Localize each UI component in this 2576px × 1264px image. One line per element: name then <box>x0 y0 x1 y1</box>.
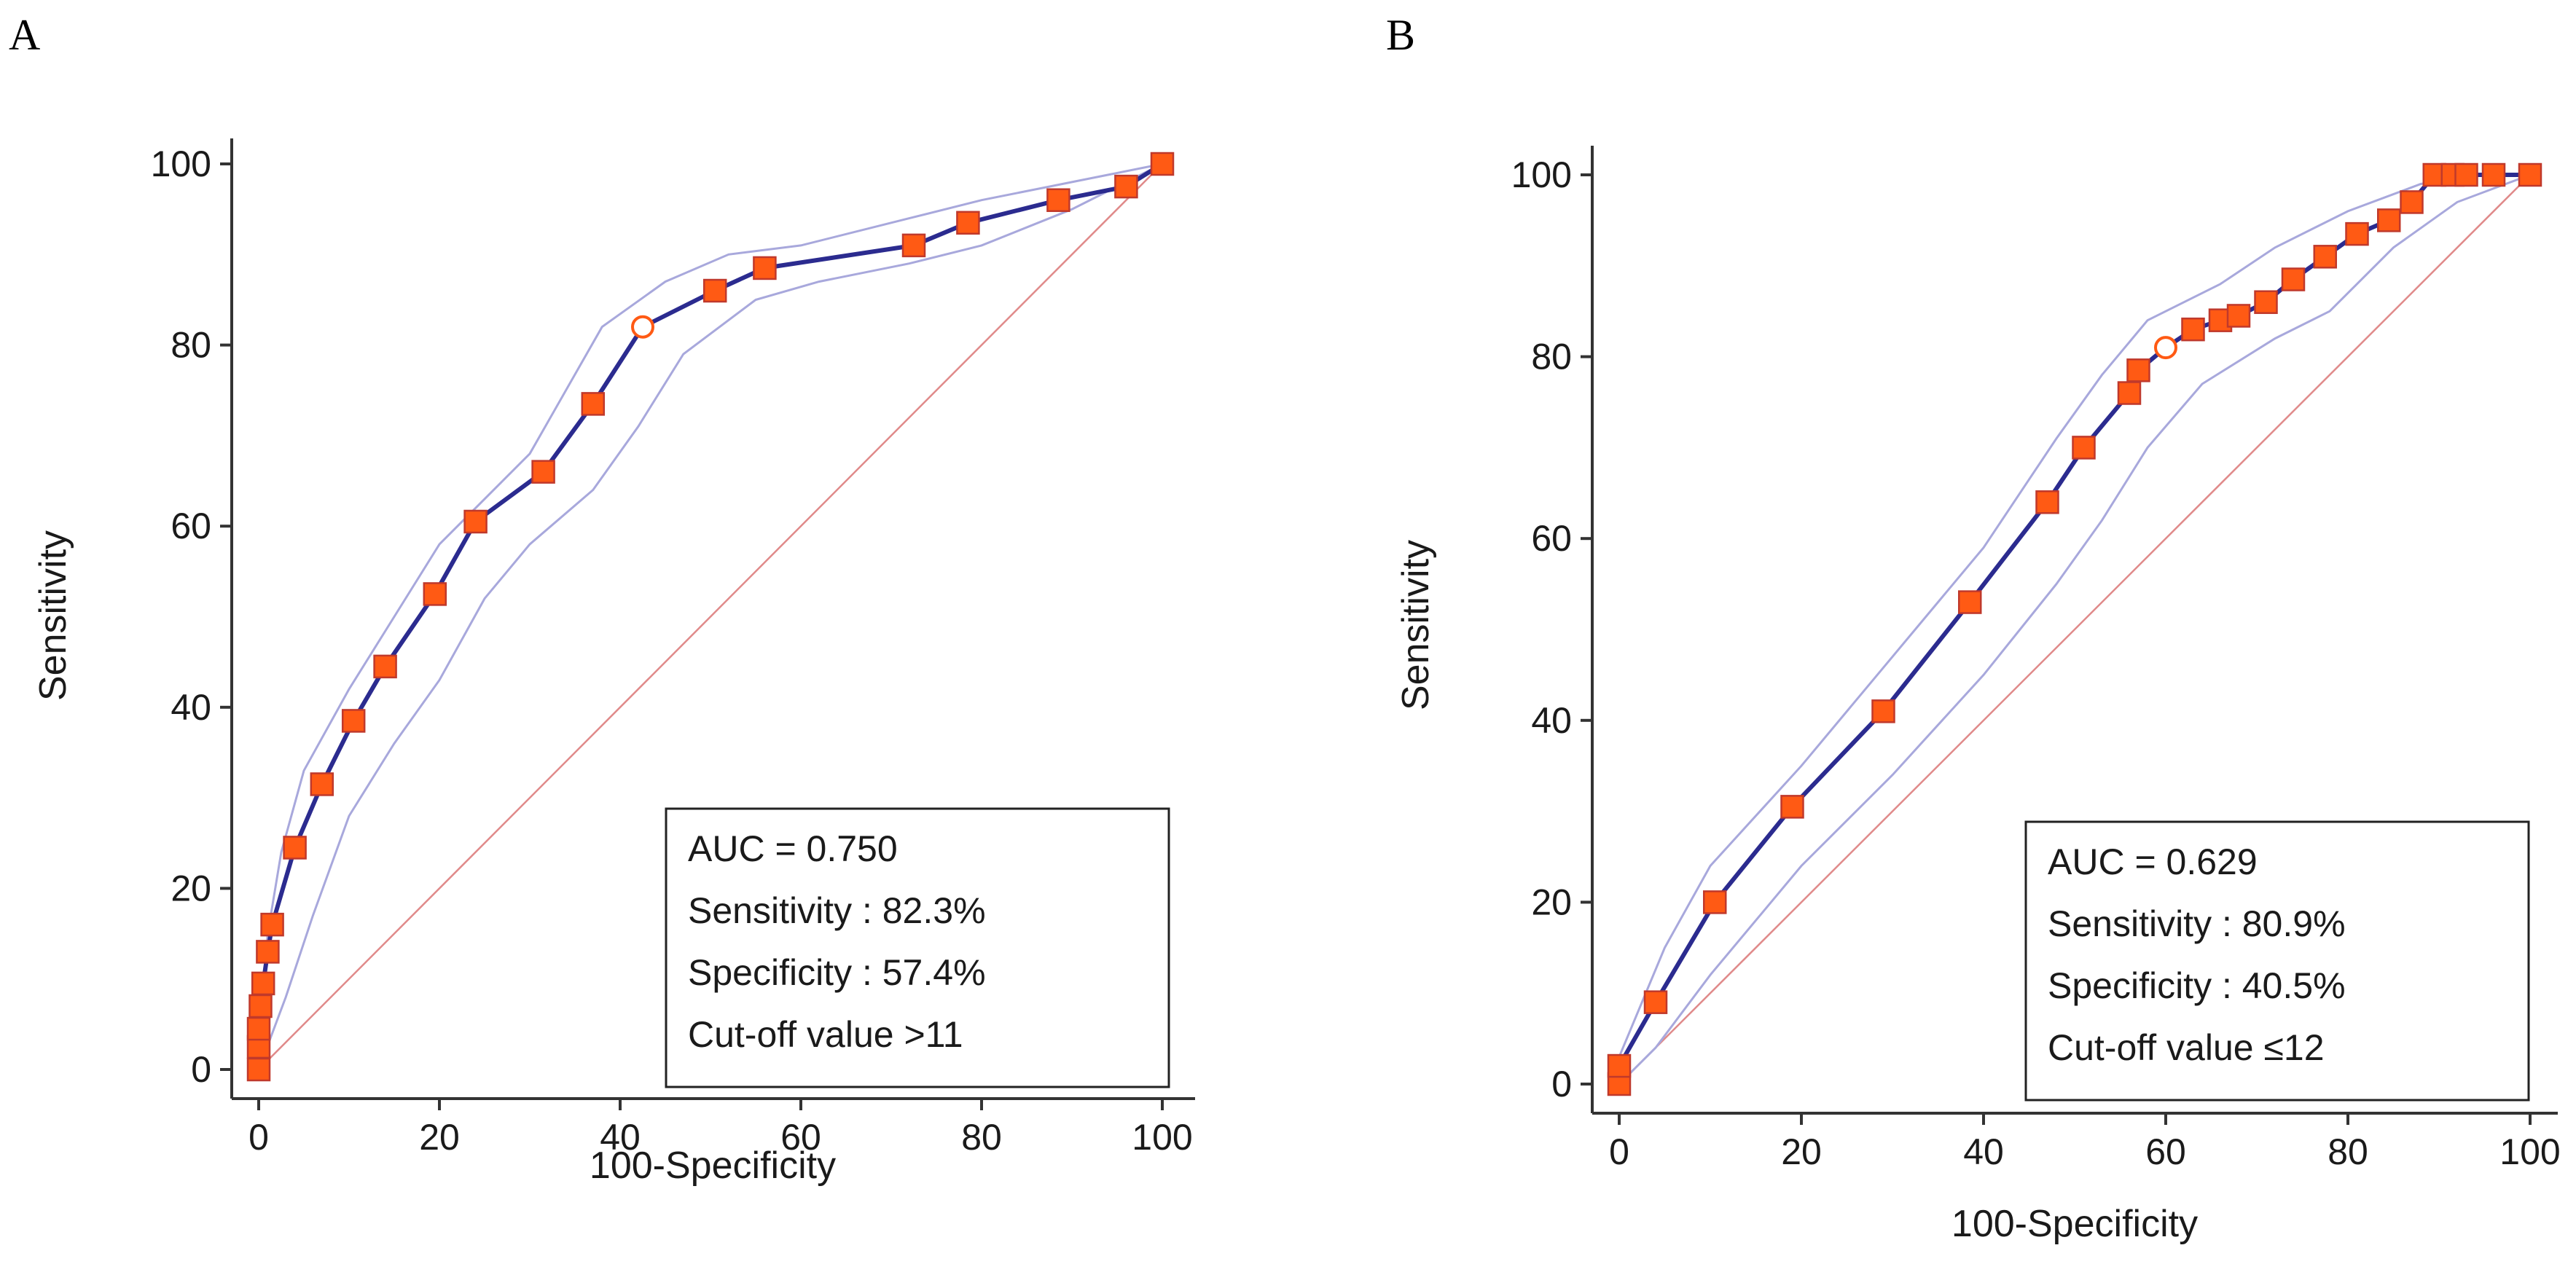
panel-b-roc-point <box>2481 162 2506 187</box>
panel-a-stats-box-frame <box>665 807 1170 1088</box>
panel-b-roc-point <box>1643 990 1668 1014</box>
panel-b-roc-point <box>2345 221 2369 246</box>
panel-a-roc-point <box>463 509 488 534</box>
panel-a-specificity-text: Specificity : 57.4% <box>688 952 986 993</box>
panel-a-x-tick-label: 80 <box>961 1117 1002 1158</box>
panel-b-y-tick-label: 100 <box>1511 154 1572 195</box>
panel-b-stats-box: AUC = 0.629 Sensitivity : 80.9% Specific… <box>2024 820 2530 1102</box>
panel-b-roc-point <box>2072 436 2096 460</box>
panel-b-roc-point <box>1607 1053 1632 1078</box>
panel-a-y-tick-label: 100 <box>151 144 211 184</box>
panel-b-optimal-point <box>2154 336 2177 360</box>
panel-a-cutoff-text: Cut-off value >11 <box>688 1014 963 1055</box>
panel-b-sensitivity-text: Sensitivity : 80.9% <box>2048 903 2346 944</box>
panel-b-roc-point <box>2226 304 2251 328</box>
panel-b: B 0 20 40 60 80 100 0 20 40 60 80 100 100-Specifici… <box>1386 11 2561 1245</box>
panel-a-roc-point <box>283 836 307 860</box>
panel-b-y-tick-label: 0 <box>1551 1064 1572 1104</box>
panel-a-y-tick-label: 20 <box>171 868 211 908</box>
panel-a-ticks: 0 20 40 60 80 100 0 20 40 60 80 100 <box>151 144 1193 1158</box>
panel-a-roc-point <box>901 233 926 258</box>
panel-b-roc-point <box>2400 190 2424 214</box>
panel-letter-a: A <box>9 11 40 59</box>
panel-a-y-tick-label: 80 <box>171 325 211 366</box>
panel-b-cutoff-text: Cut-off value ≤12 <box>2048 1027 2325 1068</box>
panel-b-y-tick-label: 20 <box>1531 882 1572 922</box>
panel-a-roc-point <box>260 912 284 937</box>
panel-b-roc-point <box>2126 358 2150 382</box>
panel-b-y-tick-label: 60 <box>1531 518 1572 559</box>
panel-b-roc-point <box>2181 317 2205 342</box>
panel-b-roc-point <box>2281 267 2306 291</box>
panel-letter-b: B <box>1386 11 1415 59</box>
panel-b-ci-upper-line <box>1618 173 2530 1058</box>
panel-a-roc-point <box>246 1057 271 1082</box>
panel-a-roc-point <box>581 392 606 416</box>
panel-a-sensitivity-text: Sensitivity : 82.3% <box>688 890 986 931</box>
panel-a-plot-area <box>246 152 1175 1082</box>
panel-a-roc-point <box>702 278 727 303</box>
panel-b-roc-point <box>1703 890 1727 914</box>
panel-b-roc-point <box>2254 290 2278 314</box>
panel-a-y-tick-label: 40 <box>171 687 211 728</box>
panel-a-roc-point <box>423 582 447 606</box>
panel-a-roc-point <box>531 460 555 484</box>
panel-a-y-axis-title: Sensitivity <box>32 530 74 701</box>
panel-a-roc-point <box>373 654 397 679</box>
panel-b-roc-point <box>1871 699 1895 723</box>
panel-a-roc-point <box>251 971 275 996</box>
panel-b-roc-point <box>2454 162 2478 187</box>
panel-b-x-tick-label: 0 <box>1609 1131 1629 1172</box>
panel-b-roc-point <box>2117 381 2142 405</box>
panel-b-x-tick-label: 60 <box>2145 1131 2186 1172</box>
panel-a-x-tick-label: 20 <box>419 1117 460 1158</box>
panel-a-roc-point <box>956 211 980 235</box>
panel-b-auc-text: AUC = 0.629 <box>2048 841 2258 882</box>
panel-b-ticks: 0 20 40 60 80 100 0 20 40 60 80 100 <box>1511 154 2561 1172</box>
panel-b-roc-point <box>2035 490 2059 514</box>
panel-a-y-tick-label: 0 <box>191 1049 211 1090</box>
panel-a-roc-point <box>1150 152 1175 176</box>
panel-a-roc-point <box>256 940 280 964</box>
panel-b-roc-point <box>2313 245 2337 269</box>
panel-a-roc-point <box>341 709 366 733</box>
panel-a-roc-point <box>1114 174 1138 199</box>
panel-a-stats-box: AUC = 0.750 Sensitivity : 82.3% Specific… <box>665 807 1170 1088</box>
panel-b-x-tick-label: 100 <box>2499 1131 2560 1172</box>
panel-a-y-tick-label: 60 <box>171 506 211 546</box>
panel-b-x-tick-label: 40 <box>1963 1131 2004 1172</box>
panel-a-x-tick-label: 40 <box>600 1117 641 1158</box>
panel-b-x-tick-label: 20 <box>1781 1131 1822 1172</box>
panel-b-roc-point <box>1780 795 1804 819</box>
panel-b-x-tick-label: 80 <box>2328 1131 2368 1172</box>
panel-b-y-axis-title: Sensitivity <box>1395 540 1437 710</box>
panel-b-y-tick-label: 80 <box>1531 337 1572 377</box>
panel-a-optimal-point <box>631 315 654 339</box>
panel-b-reference-line <box>1618 174 2531 1085</box>
panel-a-auc-text: AUC = 0.750 <box>688 828 898 869</box>
panel-a-ci-lower-line <box>257 162 1163 1070</box>
panel-a-roc-point <box>248 994 273 1018</box>
panel-a-x-tick-label: 100 <box>1132 1117 1192 1158</box>
panel-b-ci-lower-line <box>1618 173 2531 1086</box>
panel-a-roc-point <box>310 772 334 796</box>
panel-b-plot-area <box>1607 162 2542 1096</box>
panel-b-specificity-text: Specificity : 40.5% <box>2048 965 2346 1006</box>
panel-a-roc-point <box>246 1016 271 1041</box>
panel-a-ci-upper-line <box>257 162 1163 1043</box>
panel-a-roc-point <box>1046 188 1070 212</box>
panel-a-reference-line <box>258 163 1163 1070</box>
panel-a-roc-point <box>753 256 777 280</box>
panel-b-roc-point <box>2377 208 2401 232</box>
panel-a-x-tick-label: 60 <box>780 1117 821 1158</box>
panel-a: A 0 20 40 60 80 100 0 20 40 60 80 100 100-Specifici… <box>9 11 1195 1187</box>
panel-b-roc-point <box>1958 590 1982 614</box>
panel-a-x-axis-title: 100-Specificity <box>590 1145 836 1187</box>
panel-a-x-tick-label: 0 <box>248 1117 269 1158</box>
panel-b-roc-point <box>2518 162 2542 187</box>
panel-b-stats-box-frame <box>2024 820 2530 1102</box>
panel-b-x-axis-title: 100-Specificity <box>1951 1203 2198 1245</box>
panel-b-y-tick-label: 40 <box>1531 700 1572 741</box>
